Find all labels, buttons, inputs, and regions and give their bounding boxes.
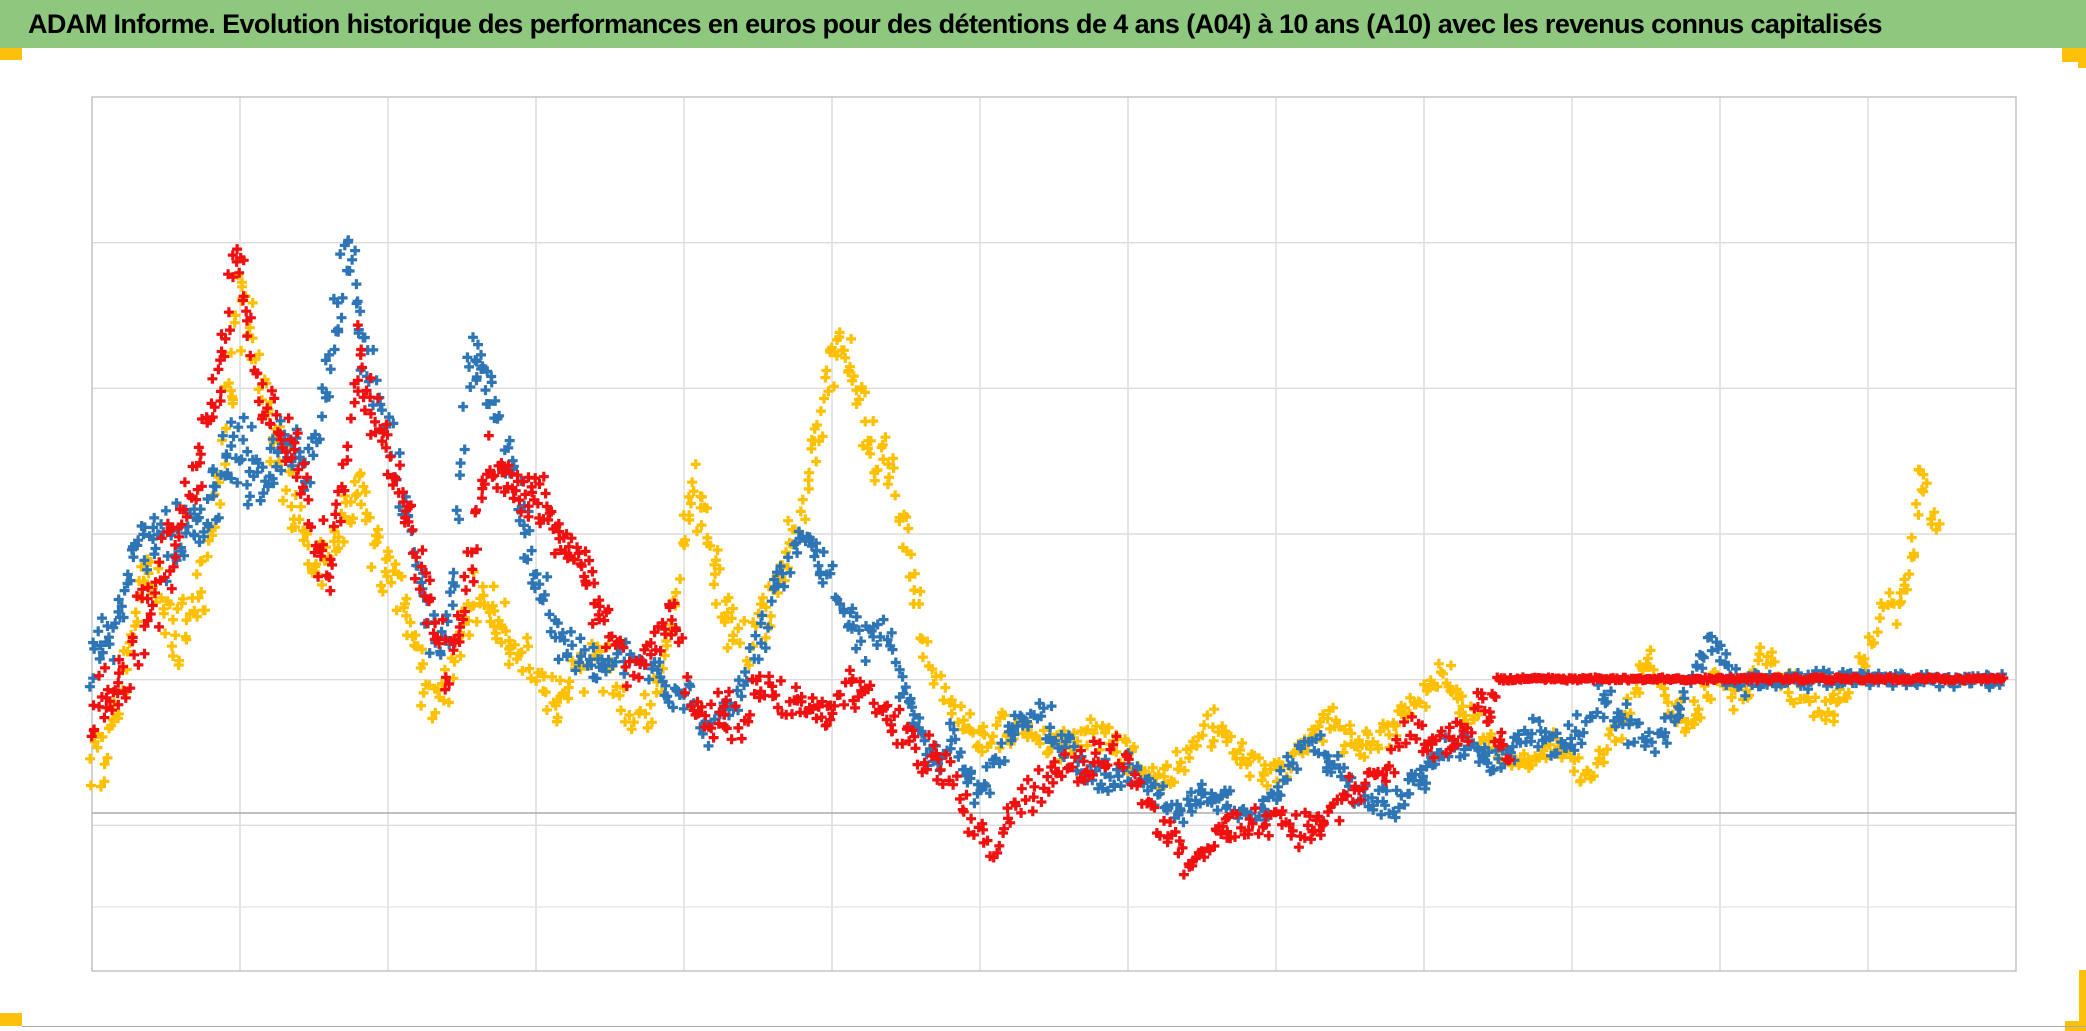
gold-accent-top-right-nub — [2078, 62, 2086, 68]
gold-accent-right-bar — [2079, 970, 2086, 1022]
bottom-divider-line — [22, 1026, 2086, 1027]
gold-accent-top-right — [2062, 48, 2086, 62]
series-red-plus-points — [86, 244, 2009, 880]
gold-accent-bottom-left — [0, 1013, 22, 1026]
gold-accent-top-left — [0, 48, 22, 60]
plot-border — [91, 96, 2017, 972]
title-banner: ADAM Informe. Evolution historique des p… — [0, 0, 2086, 48]
gridlines — [92, 97, 2016, 971]
page-title: ADAM Informe. Evolution historique des p… — [28, 8, 1883, 39]
series-blue-plus-points — [84, 235, 2008, 828]
